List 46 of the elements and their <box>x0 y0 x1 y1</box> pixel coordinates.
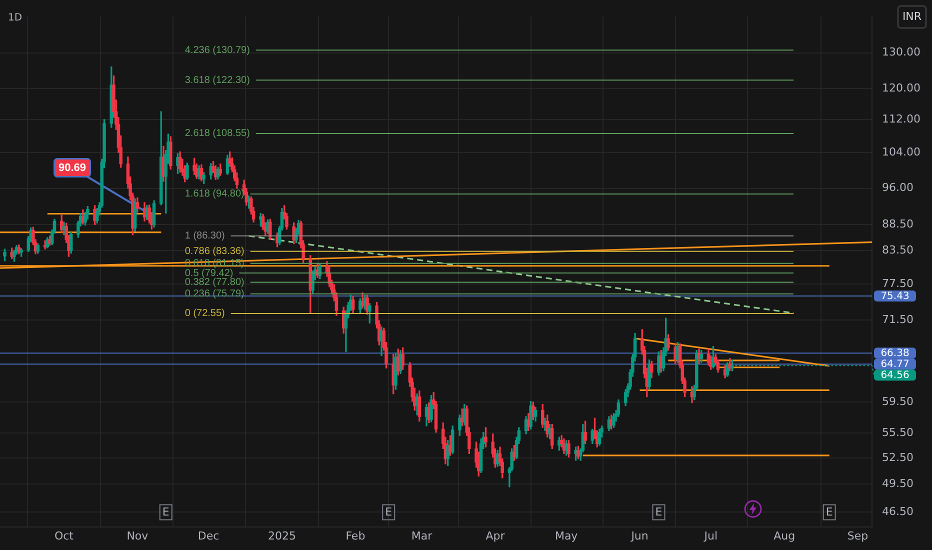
y-tick-label: 96.00 <box>882 181 914 194</box>
annotation: E <box>826 506 833 519</box>
ref-line-label: 4.236 (130.79) <box>184 44 250 56</box>
x-tick-label: May <box>554 529 578 542</box>
x-tick-label: Apr <box>486 529 506 542</box>
y-tick-label: 83.50 <box>882 244 914 257</box>
y-tick-label: 104.00 <box>882 145 920 158</box>
x-tick-label: Feb <box>346 529 366 542</box>
ref-line-label: 0.382 (77.80) <box>184 276 244 288</box>
x-tick-label: Aug <box>774 529 796 542</box>
x-tick-label: Mar <box>411 529 433 542</box>
y-tick-label: 77.50 <box>882 276 914 290</box>
annotation: E <box>655 506 662 519</box>
y-tick-label: 88.50 <box>882 218 914 231</box>
ref-line-label: 1.618 (94.80) <box>184 188 244 200</box>
ref-line-label: 0 (72.55) <box>184 308 225 320</box>
series-label: 75.43 <box>880 291 910 302</box>
series-label: 66.38 <box>880 348 910 360</box>
y-tick-label: 49.50 <box>882 477 914 490</box>
x-tick-label: Nov <box>126 529 149 542</box>
annotation: E <box>385 506 392 519</box>
y-tick-label: 112.00 <box>882 112 920 126</box>
ref-line-label: 3.618 (122.30) <box>184 74 250 86</box>
y-tick-label: 55.50 <box>882 426 914 439</box>
x-tick-label: 2025 <box>268 529 296 542</box>
y-tick-label: 130.00 <box>882 46 920 59</box>
legend-label: 64.77 <box>880 359 910 370</box>
y-tick-label: 120.00 <box>882 82 920 94</box>
ref-line-label: 1 (86.30) <box>184 230 225 242</box>
y-tick-label: 59.50 <box>882 394 914 408</box>
annotation: E <box>162 506 170 519</box>
x-tick-label: Oct <box>54 529 74 542</box>
text: INR <box>902 10 922 23</box>
ref-line-label: 2.618 (108.55) <box>184 128 250 140</box>
y-tick-label: 46.50 <box>882 505 914 518</box>
x-tick-label: Jun <box>630 529 648 542</box>
x-tick-label: Jul <box>703 529 718 542</box>
annotation: 64.56 <box>880 370 910 382</box>
ref-line-label: 0.786 (83.36) <box>184 246 244 258</box>
y-tick-label: 52.50 <box>882 450 914 464</box>
chart-title: 1D <box>8 12 22 24</box>
ref-line-label: 0.5 (79.42) <box>184 268 234 279</box>
y-tick-label: 71.50 <box>882 312 914 326</box>
x-tick-label: Sep <box>847 529 868 542</box>
annotation: 90.69 <box>58 162 86 174</box>
x-tick-label: Dec <box>198 529 220 542</box>
